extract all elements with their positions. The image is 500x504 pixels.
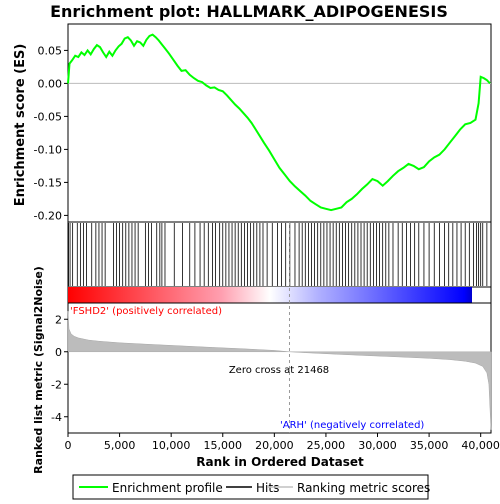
x-tick-label: 25,000 [307, 439, 346, 452]
ranked-metric-panel: 2 0 -2 -4 'FSHD2' (positively correlated) Z… [32, 222, 492, 474]
es-y-tick-label: -0.10 [34, 143, 62, 156]
chart-title: Enrichment plot: HALLMARK_ADIPOGENESIS [50, 2, 448, 21]
x-axis-ticks: 0 5,000 10,000 15,000 20,000 25,000 30,000 35,0… [65, 433, 500, 452]
legend: Enrichment profile Hits Ranking metric s… [72, 474, 430, 500]
metric-y-ticks: 2 0 -2 -4 [51, 313, 68, 424]
legend-hits-label: Hits [256, 481, 279, 495]
x-tick-label: 0 [65, 439, 72, 452]
positive-correlation-label: 'FSHD2' (positively correlated) [70, 306, 222, 317]
enrichment-score-panel: 0.05 0.00 -0.05 -0.10 -0.15 -0.20 Enrichment … [13, 23, 492, 223]
hit-marks [68, 223, 488, 286]
zero-cross-label: Zero cross at 21468 [229, 365, 329, 376]
x-tick-label: 5,000 [104, 439, 136, 452]
ranking-metric-area [67, 311, 492, 430]
es-y-ticks: 0.05 0.00 -0.05 -0.10 -0.15 -0.20 [34, 44, 68, 222]
metric-y-tick-label: -2 [51, 378, 62, 391]
x-axis-label: Rank in Ordered Dataset [196, 455, 364, 469]
metric-y-tick-label: -4 [51, 411, 62, 424]
es-y-tick-label: -0.15 [34, 176, 62, 189]
es-plot-frame [67, 23, 492, 223]
legend-metric-label: Ranking metric scores [297, 481, 430, 495]
x-tick-label: 30,000 [358, 439, 397, 452]
es-y-axis-label: Enrichment score (ES) [13, 44, 28, 207]
es-y-tick-label: -0.05 [34, 110, 62, 123]
metric-y-tick-label: 2 [55, 313, 62, 326]
es-y-tick-label: 0.00 [38, 77, 63, 90]
hits-panel [67, 221, 492, 288]
x-tick-label: 40,000 [461, 439, 500, 452]
es-y-tick-label: -0.20 [34, 209, 62, 222]
hits-frame [67, 221, 492, 288]
es-y-tick-label: 0.05 [38, 44, 63, 57]
x-tick-label: 15,000 [204, 439, 243, 452]
x-tick-label: 20,000 [255, 439, 294, 452]
negative-correlation-label: 'ARH' (negatively correlated) [280, 420, 424, 431]
metric-y-tick-label: 0 [55, 346, 62, 359]
ranking-colorbar [68, 287, 472, 303]
enrichment-profile-line [67, 33, 491, 212]
x-tick-label: 10,000 [152, 439, 191, 452]
x-tick-label: 35,000 [410, 439, 449, 452]
legend-enrichment-label: Enrichment profile [112, 481, 223, 495]
metric-plot-frame [67, 302, 492, 434]
metric-y-axis-label: Ranked list metric (Signal2Noise) [32, 266, 45, 474]
